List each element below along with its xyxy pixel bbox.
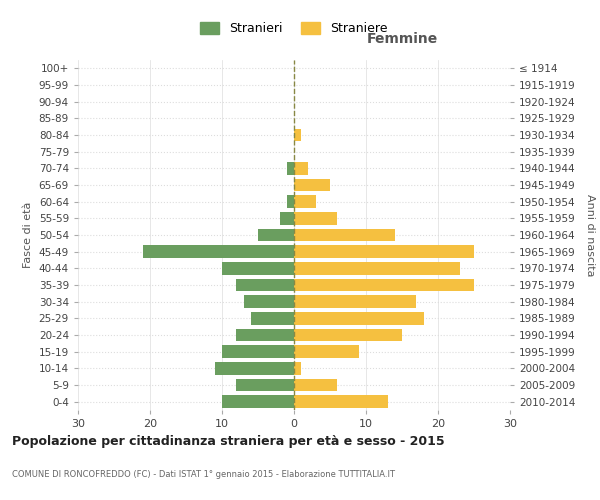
Bar [294, 229, 395, 241]
Bar [287, 162, 294, 174]
Bar [280, 212, 294, 224]
Bar [258, 229, 294, 241]
Bar [222, 396, 294, 408]
Bar [294, 212, 337, 224]
Bar [294, 312, 424, 324]
Text: Femmine: Femmine [367, 32, 437, 46]
Bar [294, 279, 474, 291]
Legend: Stranieri, Straniere: Stranieri, Straniere [196, 18, 392, 40]
Bar [294, 329, 402, 341]
Bar [143, 246, 294, 258]
Bar [294, 379, 337, 391]
Text: COMUNE DI RONCOFREDDO (FC) - Dati ISTAT 1° gennaio 2015 - Elaborazione TUTTITALI: COMUNE DI RONCOFREDDO (FC) - Dati ISTAT … [12, 470, 395, 479]
Bar [294, 396, 388, 408]
Bar [287, 196, 294, 208]
Bar [294, 262, 460, 274]
Bar [294, 296, 416, 308]
Bar [294, 246, 474, 258]
Bar [294, 362, 301, 374]
Bar [236, 379, 294, 391]
Bar [222, 346, 294, 358]
Bar [215, 362, 294, 374]
Text: Popolazione per cittadinanza straniera per età e sesso - 2015: Popolazione per cittadinanza straniera p… [12, 435, 445, 448]
Bar [294, 346, 359, 358]
Bar [294, 179, 330, 192]
Y-axis label: Anni di nascita: Anni di nascita [585, 194, 595, 276]
Bar [236, 279, 294, 291]
Bar [294, 162, 308, 174]
Bar [294, 196, 316, 208]
Bar [294, 129, 301, 141]
Bar [251, 312, 294, 324]
Y-axis label: Fasce di età: Fasce di età [23, 202, 33, 268]
Bar [244, 296, 294, 308]
Bar [222, 262, 294, 274]
Bar [236, 329, 294, 341]
